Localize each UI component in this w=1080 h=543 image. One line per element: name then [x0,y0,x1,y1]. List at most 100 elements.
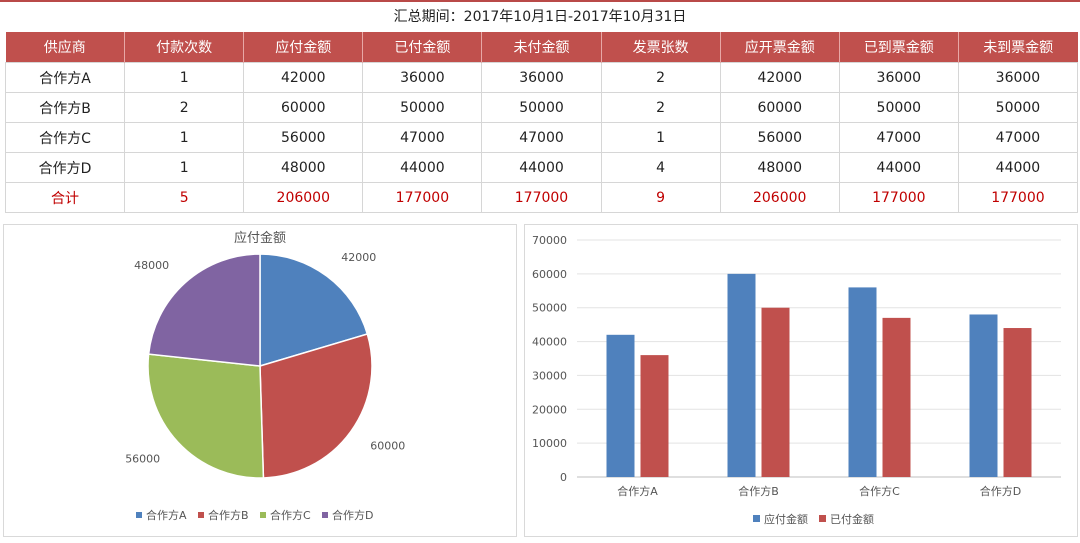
table-cell: 48000 [719,152,840,183]
total-cell: 177000 [957,182,1079,213]
pie-slice [259,333,373,479]
bar [969,314,998,477]
y-tick-label: 40000 [532,336,567,349]
total-cell: 177000 [838,182,959,213]
table-cell: 50000 [838,92,959,123]
pie-chart: 应付金额 42000 60000 56000 48000 合作方A 合作方B 合作方C 合作方D [125,230,405,522]
table-cell: 44000 [481,152,602,183]
table-cell: 44000 [838,152,959,183]
legend-swatch [753,515,760,522]
legend-label: 合作方A [146,508,187,522]
pie-title: 应付金额 [234,230,286,246]
table-cell: 44000 [957,152,1079,183]
total-cell: 合计 [4,182,126,213]
legend-swatch [819,515,826,522]
total-cell: 206000 [719,182,840,213]
table-cell: 2 [600,62,721,93]
table-cell: 合作方D [4,152,126,183]
col-header: 付款次数 [124,32,245,63]
table-cell: 1 [124,122,245,153]
bar-chart: 0 10000 20000 30000 40000 50000 60000 70000 合作方A… [532,234,1061,526]
table-cell: 56000 [719,122,840,153]
table-cell: 合作方B [4,92,126,123]
table-row: 合作方C 1 56000 47000 47000 1 56000 47000 4… [4,122,1079,153]
x-tick-label: 合作方A [617,484,658,498]
x-tick-label: 合作方C [859,484,900,498]
summary-table: 供应商 付款次数 应付金额 已付金额 未付金额 发票张数 应开票金额 已到票金额… [4,32,1079,213]
pie-chart-panel: 应付金额 42000 60000 56000 48000 合作方A 合作方B 合作方C 合作方D [3,224,517,537]
pie-slice [147,353,265,479]
table-row: 合作方D 1 48000 44000 44000 4 48000 44000 4… [4,152,1079,183]
total-cell: 177000 [362,182,483,213]
x-tick-label: 合作方D [980,484,1021,498]
table-cell: 60000 [243,92,364,123]
table-cell: 56000 [243,122,364,153]
table-cell: 1 [124,62,245,93]
col-header: 发票张数 [601,32,721,63]
table-cell: 1 [124,152,245,183]
legend-label: 应付金额 [764,512,808,526]
table-row: 合作方B 2 60000 50000 50000 2 60000 50000 5… [4,92,1079,123]
table-cell: 合作方C [4,122,126,153]
legend-label: 合作方C [270,508,311,522]
summary-period: 汇总期间：2017年10月1日-2017年10月31日 [393,9,687,25]
y-tick-label: 30000 [532,369,567,382]
x-tick-label: 合作方B [738,484,779,498]
table-cell: 47000 [957,122,1079,153]
legend-label: 合作方B [208,508,249,522]
table-cell: 50000 [957,92,1079,123]
legend-swatch [322,512,328,518]
y-tick-label: 10000 [532,437,567,450]
pie-slice [147,253,261,367]
y-tick-label: 0 [560,471,567,484]
table-cell: 47000 [362,122,483,153]
y-tick-label: 60000 [532,268,567,281]
table-cell: 36000 [957,62,1079,93]
y-tick-label: 70000 [532,234,567,247]
legend-label: 合作方D [332,508,373,522]
table-cell: 36000 [838,62,959,93]
bar-chart-panel: 0 10000 20000 30000 40000 50000 60000 70000 合作方A… [524,224,1078,537]
y-tick-label: 20000 [532,403,567,416]
legend-swatch [198,512,204,518]
bar [761,307,790,477]
col-header: 供应商 [5,32,126,63]
col-header: 未到票金额 [958,32,1078,63]
legend-label: 已付金额 [830,512,874,526]
table-cell: 2 [124,92,245,123]
bar [606,334,635,477]
pie-data-label: 48000 [134,259,169,272]
table-cell: 1 [600,122,721,153]
top-accent-line [0,0,1080,2]
bar [640,355,669,477]
table-cell: 48000 [243,152,364,183]
table-total-row: 合计 5 206000 177000 177000 9 206000 17700… [4,182,1079,213]
total-cell: 177000 [481,182,602,213]
pie-data-label: 60000 [370,440,405,453]
bar [727,273,756,477]
total-cell: 5 [124,182,245,213]
table-cell: 44000 [362,152,483,183]
table-row: 合作方A 1 42000 36000 36000 2 42000 36000 3… [4,62,1079,93]
col-header: 已到票金额 [839,32,959,63]
bar [1003,328,1032,477]
legend-swatch [136,512,142,518]
table-cell: 50000 [362,92,483,123]
col-header: 应开票金额 [720,32,840,63]
table-cell: 47000 [838,122,959,153]
bar [848,287,877,477]
pie-slice [259,253,369,368]
table-cell: 36000 [481,62,602,93]
col-header: 未付金额 [481,32,602,63]
table-cell: 50000 [481,92,602,123]
total-cell: 206000 [243,182,364,213]
y-tick-label: 50000 [532,302,567,315]
col-header: 应付金额 [243,32,364,63]
col-header: 已付金额 [362,32,483,63]
table-cell: 60000 [719,92,840,123]
table-cell: 合作方A [4,62,126,93]
table-header-row: 供应商 付款次数 应付金额 已付金额 未付金额 发票张数 应开票金额 已到票金额… [5,32,1078,63]
table-cell: 36000 [362,62,483,93]
pie-data-label: 42000 [341,251,376,264]
pie-data-label: 56000 [125,452,160,465]
